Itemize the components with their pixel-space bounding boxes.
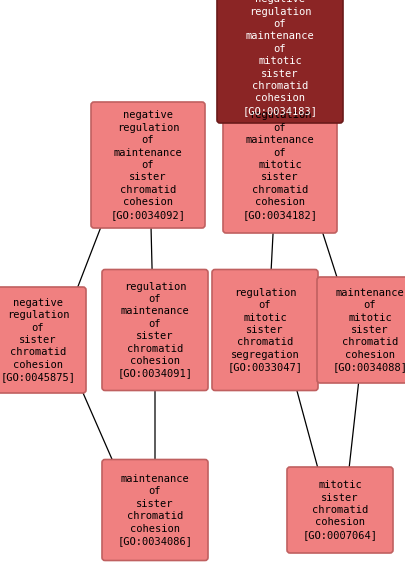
- Text: regulation
of
maintenance
of
mitotic
sister
chromatid
cohesion
[GO:0034182]: regulation of maintenance of mitotic sis…: [242, 111, 317, 219]
- Text: maintenance
of
sister
chromatid
cohesion
[GO:0034086]: maintenance of sister chromatid cohesion…: [117, 474, 192, 546]
- Text: regulation
of
mitotic
sister
chromatid
segregation
[GO:0033047]: regulation of mitotic sister chromatid s…: [227, 288, 302, 372]
- Text: negative
regulation
of
sister
chromatid
cohesion
[GO:0045875]: negative regulation of sister chromatid …: [0, 298, 75, 382]
- Text: negative
regulation
of
maintenance
of
sister
chromatid
cohesion
[GO:0034092]: negative regulation of maintenance of si…: [110, 111, 185, 219]
- FancyBboxPatch shape: [216, 0, 342, 123]
- Text: regulation
of
maintenance
of
sister
chromatid
cohesion
[GO:0034091]: regulation of maintenance of sister chro…: [117, 281, 192, 378]
- FancyBboxPatch shape: [286, 467, 392, 553]
- Text: negative
regulation
of
maintenance
of
mitotic
sister
chromatid
cohesion
[GO:0034: negative regulation of maintenance of mi…: [242, 0, 317, 116]
- FancyBboxPatch shape: [316, 277, 405, 383]
- FancyBboxPatch shape: [222, 97, 336, 233]
- Text: mitotic
sister
chromatid
cohesion
[GO:0007064]: mitotic sister chromatid cohesion [GO:00…: [302, 480, 377, 540]
- FancyBboxPatch shape: [211, 270, 317, 391]
- FancyBboxPatch shape: [102, 270, 207, 391]
- FancyBboxPatch shape: [91, 102, 205, 228]
- FancyBboxPatch shape: [102, 459, 207, 560]
- FancyBboxPatch shape: [0, 287, 86, 393]
- Text: maintenance
of
mitotic
sister
chromatid
cohesion
[GO:0034088]: maintenance of mitotic sister chromatid …: [332, 288, 405, 372]
